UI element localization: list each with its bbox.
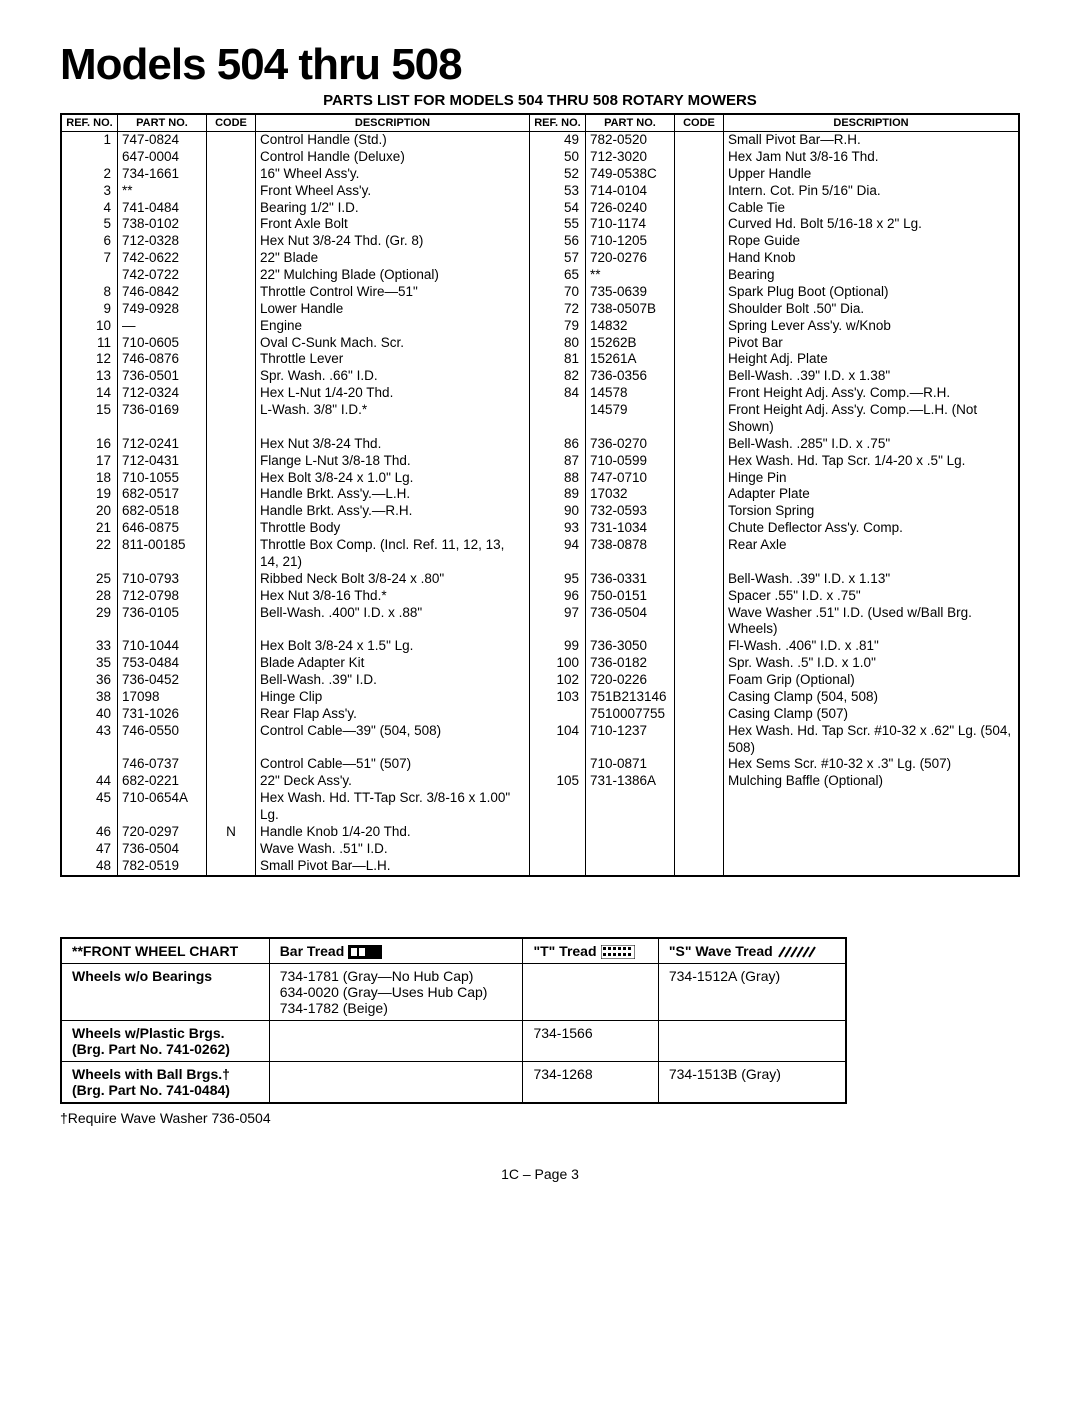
header-code: CODE <box>207 114 256 132</box>
table-row: 43746-0550Control Cable—39" (504, 508)10… <box>61 723 1019 757</box>
page-number: 1C – Page 3 <box>60 1166 1020 1182</box>
table-row: 12746-0876Throttle Lever8115261AHeight A… <box>61 351 1019 368</box>
table-row: 8746-0842Throttle Control Wire—51"70735-… <box>61 284 1019 301</box>
wheel-chart: **FRONT WHEEL CHARTBar Tread"T" Tread"S"… <box>60 937 847 1104</box>
table-row: 46720-0297NHandle Knob 1/4-20 Thd. <box>61 824 1019 841</box>
table-row: 1747-0824Control Handle (Std.)49782-0520… <box>61 132 1019 149</box>
table-row: 9749-0928Lower Handle72738-0507BShoulder… <box>61 301 1019 318</box>
table-row: 746-0737Control Cable—51" (507)710-0871H… <box>61 756 1019 773</box>
table-row: 7742-062222" Blade57720-0276Hand Knob <box>61 250 1019 267</box>
table-row: 647-0004Control Handle (Deluxe)50712-302… <box>61 149 1019 166</box>
table-row: 18710-1055Hex Bolt 3/8-24 x 1.0" Lg.8874… <box>61 470 1019 487</box>
table-row: 4741-0484Bearing 1/2" I.D.54726-0240Cabl… <box>61 200 1019 217</box>
wheel-header: **FRONT WHEEL CHART <box>61 938 269 964</box>
subtitle: PARTS LIST FOR MODELS 504 THRU 508 ROTAR… <box>60 92 1020 109</box>
wheel-header: "S" Wave Tread <box>658 938 846 964</box>
table-row: 19682-0517Handle Brkt. Ass'y.—L.H.891703… <box>61 486 1019 503</box>
table-row: 48782-0519Small Pivot Bar—L.H. <box>61 858 1019 876</box>
header-part-2: PART NO. <box>585 114 674 132</box>
table-row: 35753-0484Blade Adapter Kit100736-0182Sp… <box>61 655 1019 672</box>
table-row: 3817098Hinge Clip103751B213146Casing Cla… <box>61 689 1019 706</box>
page-title: Models 504 thru 508 <box>60 40 1020 90</box>
wheel-row: Wheels with Ball Brgs.†(Brg. Part No. 74… <box>61 1061 846 1103</box>
wheel-row: Wheels w/Plastic Brgs.(Brg. Part No. 741… <box>61 1020 846 1061</box>
table-row: 6712-0328Hex Nut 3/8-24 Thd. (Gr. 8)5671… <box>61 233 1019 250</box>
header-desc-2: DESCRIPTION <box>723 114 1019 132</box>
table-row: 11710-0605Oval C-Sunk Mach. Scr.8015262B… <box>61 335 1019 352</box>
header-part: PART NO. <box>118 114 207 132</box>
table-row: 21646-0875Throttle Body93731-1034Chute D… <box>61 520 1019 537</box>
header-ref: REF. NO. <box>61 114 118 132</box>
table-row: 47736-0504Wave Wash. .51" I.D. <box>61 841 1019 858</box>
table-row: 45710-0654AHex Wash. Hd. TT-Tap Scr. 3/8… <box>61 790 1019 824</box>
table-row: 29736-0105Bell-Wash. .400" I.D. x .88"97… <box>61 605 1019 639</box>
table-row: 36736-0452Bell-Wash. .39" I.D.102720-022… <box>61 672 1019 689</box>
table-row: 15736-0169L-Wash. 3/8" I.D.*14579Front H… <box>61 402 1019 436</box>
table-row: 33710-1044Hex Bolt 3/8-24 x 1.5" Lg.9973… <box>61 638 1019 655</box>
parts-table: REF. NO. PART NO. CODE DESCRIPTION REF. … <box>60 113 1020 877</box>
table-row: 17712-0431Flange L-Nut 3/8-18 Thd.87710-… <box>61 453 1019 470</box>
header-code-2: CODE <box>674 114 723 132</box>
wheel-header: "T" Tread <box>523 938 658 964</box>
table-row: 742-072222" Mulching Blade (Optional)65*… <box>61 267 1019 284</box>
table-row: 10—Engine7914832Spring Lever Ass'y. w/Kn… <box>61 318 1019 335</box>
table-row: 28712-0798Hex Nut 3/8-16 Thd.*96750-0151… <box>61 588 1019 605</box>
wheel-row: Wheels w/o Bearings734-1781 (Gray—No Hub… <box>61 963 846 1020</box>
wheel-header: Bar Tread <box>269 938 523 964</box>
header-desc: DESCRIPTION <box>256 114 530 132</box>
table-row: 25710-0793Ribbed Neck Bolt 3/8-24 x .80"… <box>61 571 1019 588</box>
footnote: †Require Wave Washer 736-0504 <box>60 1110 1020 1126</box>
table-row: 3**Front Wheel Ass'y.53714-0104Intern. C… <box>61 183 1019 200</box>
table-row: 2734-166116" Wheel Ass'y.52749-0538CUppe… <box>61 166 1019 183</box>
header-ref-2: REF. NO. <box>529 114 585 132</box>
table-row: 16712-0241Hex Nut 3/8-24 Thd.86736-0270B… <box>61 436 1019 453</box>
table-row: 44682-022122" Deck Ass'y.105731-1386AMul… <box>61 773 1019 790</box>
table-row: 14712-0324Hex L-Nut 1/4-20 Thd.8414578Fr… <box>61 385 1019 402</box>
table-row: 22811-00185Throttle Box Comp. (Incl. Ref… <box>61 537 1019 571</box>
table-row: 5738-0102Front Axle Bolt55710-1174Curved… <box>61 216 1019 233</box>
table-row: 40731-1026Rear Flap Ass'y.7510007755Casi… <box>61 706 1019 723</box>
table-row: 13736-0501Spr. Wash. .66" I.D.82736-0356… <box>61 368 1019 385</box>
table-row: 20682-0518Handle Brkt. Ass'y.—R.H.90732-… <box>61 503 1019 520</box>
